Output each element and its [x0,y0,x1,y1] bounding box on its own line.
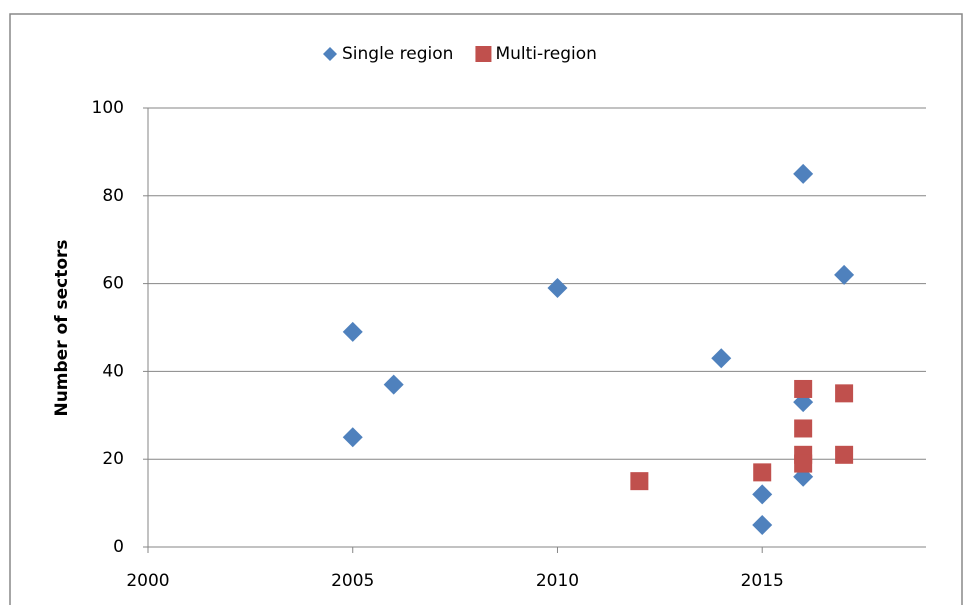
data-point [793,163,814,184]
chart-frame [9,13,963,605]
y-tick-label: 40 [102,361,124,381]
y-axis-label: Number of sectors [52,239,72,416]
data-point [342,427,363,448]
data-point [794,379,813,398]
data-point [835,445,854,464]
y-tick-label: 80 [102,186,124,206]
data-point [342,321,363,342]
data-point [547,277,568,298]
y-tick-label: 100 [92,98,124,118]
y-tick-label: 60 [102,274,124,294]
data-point [753,463,772,482]
y-tick-label: 0 [113,537,124,557]
x-tick-label: 2010 [536,571,579,591]
legend-marker [475,46,492,62]
data-point [752,484,773,505]
x-tick-label: 2015 [741,571,784,591]
legend-label: Multi-region [495,44,596,64]
data-point [711,348,732,369]
data-point [383,374,404,395]
legend-marker [323,47,337,61]
data-point [794,454,813,473]
data-point [834,264,855,285]
x-tick-label: 2005 [331,571,374,591]
data-point [630,472,649,491]
x-tick-label: 2000 [126,571,169,591]
data-point [794,419,813,438]
y-tick-label: 20 [102,449,124,469]
legend-label: Single region [342,44,453,64]
data-point [752,515,773,536]
data-point [835,384,854,403]
